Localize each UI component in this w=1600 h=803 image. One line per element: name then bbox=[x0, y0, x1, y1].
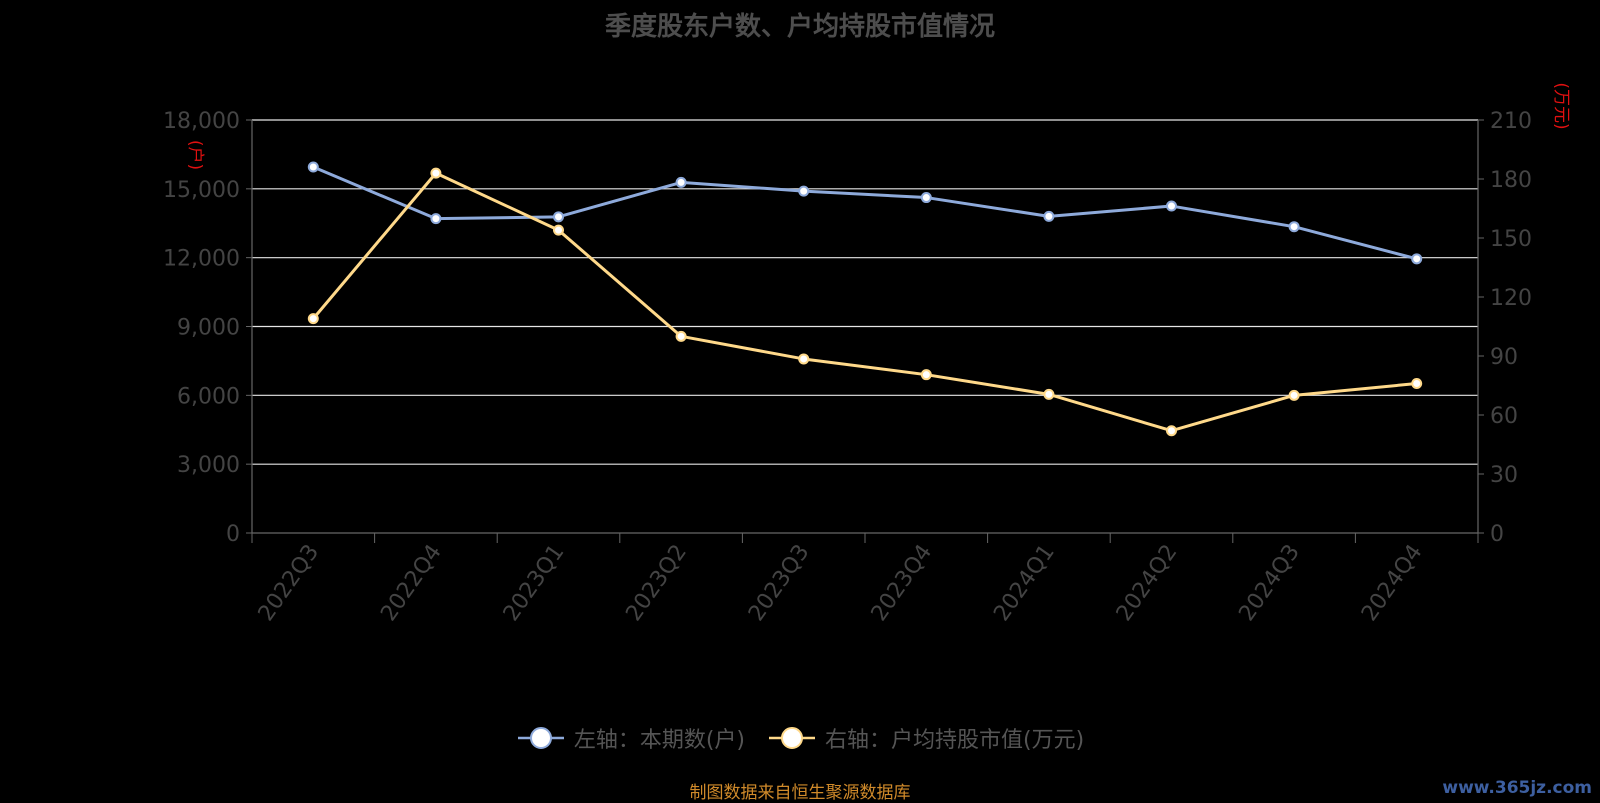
data-point-1 bbox=[798, 353, 810, 365]
right-axis-tick-label: 180 bbox=[1490, 168, 1532, 193]
right-axis-tick-label: 0 bbox=[1490, 522, 1504, 547]
x-axis-tick-label: 2022Q4 bbox=[376, 540, 447, 626]
data-point-1 bbox=[307, 313, 319, 325]
data-point-1 bbox=[1288, 389, 1300, 401]
data-point-0 bbox=[1288, 221, 1300, 233]
data-point-1 bbox=[1166, 425, 1177, 437]
data-point-0 bbox=[675, 176, 687, 188]
x-axis-tick-label: 2024Q2 bbox=[1112, 540, 1183, 626]
watermark: www.365jz.com bbox=[1442, 778, 1592, 798]
data-point-0 bbox=[553, 211, 564, 223]
data-point-1 bbox=[1043, 388, 1055, 400]
legend-item-left[interactable]: 左轴：本期数(户) bbox=[516, 722, 745, 754]
right-axis-tick-label: 30 bbox=[1490, 463, 1518, 488]
left-axis-tick-label: 3,000 bbox=[177, 453, 240, 478]
right-axis-tick-label: 120 bbox=[1490, 286, 1532, 311]
left-axis-tick-label: 15,000 bbox=[163, 178, 240, 203]
x-axis-tick-label: 2024Q1 bbox=[989, 540, 1060, 626]
right-axis-label: (万元) bbox=[1551, 82, 1571, 129]
legend-marker-right bbox=[769, 727, 815, 749]
data-point-1 bbox=[553, 224, 564, 236]
data-point-1 bbox=[675, 330, 687, 342]
series-line-0 bbox=[312, 165, 1418, 261]
left-axis-tick-label: 9,000 bbox=[177, 316, 240, 341]
x-axis-tick-label: 2023Q3 bbox=[744, 540, 815, 626]
x-axis-tick-label: 2024Q4 bbox=[1357, 540, 1428, 626]
chart-title: 季度股东户数、户均持股市值情况 bbox=[604, 12, 995, 42]
data-point-1 bbox=[1411, 378, 1423, 390]
right-axis-tick-label: 90 bbox=[1490, 345, 1518, 370]
left-axis-tick-label: 0 bbox=[226, 522, 240, 547]
data-point-1 bbox=[430, 167, 442, 179]
legend-marker-left bbox=[517, 727, 564, 749]
left-axis-tick-label: 6,000 bbox=[177, 384, 240, 409]
x-axis-tick-label: 2022Q3 bbox=[254, 540, 325, 626]
legend-item-right[interactable]: 右轴：户均持股市值(万元) bbox=[767, 722, 1084, 754]
legend-label-left: 左轴：本期数(户) bbox=[573, 728, 745, 753]
data-point-0 bbox=[430, 213, 442, 225]
axes: 0 3,000 6,000 9,000 12,000 15,000 18,000 0 30 60 9… bbox=[163, 82, 1571, 626]
legend-label-right: 右轴：户均持股市值(万元) bbox=[825, 728, 1085, 753]
right-axis-tick-label: 150 bbox=[1490, 227, 1532, 252]
line-chart: 0 3,000 6,000 9,000 12,000 15,000 18,000 0 30 60 9… bbox=[163, 82, 1571, 626]
gridlines bbox=[252, 119, 1478, 465]
right-axis-tick-label: 210 bbox=[1490, 109, 1532, 134]
series-points bbox=[307, 161, 1423, 437]
data-point-1 bbox=[920, 369, 932, 381]
data-point-0 bbox=[1043, 210, 1055, 222]
right-axis-tick-label: 60 bbox=[1490, 404, 1518, 429]
left-axis-tick-label: 12,000 bbox=[163, 247, 240, 272]
series-lines bbox=[312, 165, 1418, 433]
x-axis-tick-label: 2024Q3 bbox=[1234, 540, 1305, 626]
x-axis-tick-label: 2023Q4 bbox=[867, 540, 938, 626]
data-point-0 bbox=[307, 161, 319, 173]
series-line-1 bbox=[312, 171, 1417, 433]
x-axis-tick-label: 2023Q2 bbox=[621, 540, 692, 626]
x-axis-tick-label: 2023Q1 bbox=[499, 540, 570, 626]
data-point-0 bbox=[798, 185, 810, 197]
source-note: 制图数据来自恒生聚源数据库 bbox=[689, 783, 911, 803]
data-point-0 bbox=[1411, 253, 1423, 265]
data-point-0 bbox=[920, 192, 932, 204]
legend: 左轴：本期数(户) 右轴：户均持股市值(万元) bbox=[0, 722, 1600, 754]
left-axis-tick-label: 18,000 bbox=[163, 109, 240, 134]
data-point-0 bbox=[1166, 200, 1177, 212]
left-axis-label: (户) bbox=[185, 140, 205, 170]
